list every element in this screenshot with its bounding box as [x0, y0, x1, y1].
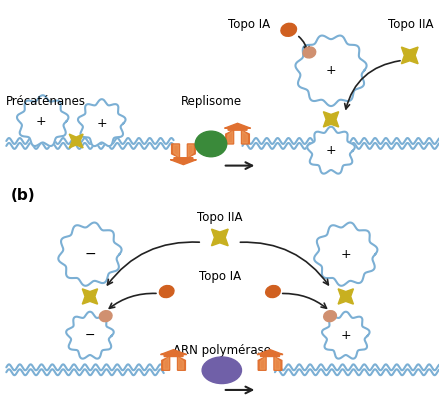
Polygon shape [172, 144, 179, 158]
Polygon shape [78, 99, 125, 146]
Ellipse shape [202, 357, 242, 384]
Ellipse shape [281, 23, 296, 36]
Polygon shape [258, 356, 266, 370]
Text: −: − [85, 329, 95, 342]
Polygon shape [275, 358, 280, 369]
Text: +: + [205, 137, 217, 151]
Ellipse shape [159, 286, 174, 298]
Polygon shape [295, 36, 367, 106]
Polygon shape [401, 47, 418, 64]
Text: +: + [97, 117, 107, 130]
Polygon shape [58, 222, 121, 286]
Text: +: + [326, 144, 336, 157]
Polygon shape [322, 312, 369, 359]
Text: Topo IA: Topo IA [228, 18, 270, 32]
Polygon shape [178, 356, 186, 370]
Polygon shape [274, 356, 282, 370]
Text: −: − [84, 247, 96, 261]
Polygon shape [324, 112, 339, 127]
Polygon shape [338, 289, 353, 304]
Ellipse shape [303, 47, 316, 58]
Polygon shape [66, 312, 114, 359]
Text: +: + [340, 329, 351, 342]
FancyArrow shape [257, 350, 283, 356]
Polygon shape [174, 145, 178, 157]
Polygon shape [242, 130, 249, 144]
FancyArrow shape [225, 123, 251, 130]
Text: Topo IIA: Topo IIA [388, 18, 433, 32]
FancyArrow shape [170, 158, 196, 164]
Polygon shape [162, 356, 170, 370]
Ellipse shape [195, 131, 227, 157]
Text: Topo IIA: Topo IIA [197, 211, 243, 224]
Ellipse shape [99, 311, 112, 322]
Ellipse shape [266, 286, 280, 298]
Text: +: + [340, 248, 351, 261]
Text: ARN polymérase: ARN polymérase [173, 344, 271, 357]
Polygon shape [164, 358, 169, 369]
Polygon shape [243, 131, 247, 143]
Polygon shape [307, 127, 355, 174]
Polygon shape [228, 131, 233, 143]
Text: +: + [36, 115, 46, 128]
FancyArrow shape [161, 350, 186, 356]
Text: Précaténanes: Précaténanes [6, 95, 86, 108]
Text: Replisome: Replisome [180, 95, 242, 108]
Polygon shape [314, 222, 377, 286]
Text: (b): (b) [11, 188, 36, 202]
Polygon shape [226, 130, 234, 144]
Polygon shape [260, 358, 265, 369]
Ellipse shape [324, 311, 336, 322]
Polygon shape [82, 289, 97, 304]
Polygon shape [188, 145, 193, 157]
Polygon shape [69, 134, 83, 148]
Polygon shape [178, 358, 183, 369]
Text: +: + [326, 64, 336, 77]
Polygon shape [17, 95, 69, 146]
Text: Topo IA: Topo IA [199, 270, 241, 283]
Polygon shape [187, 144, 195, 158]
Polygon shape [211, 229, 228, 246]
